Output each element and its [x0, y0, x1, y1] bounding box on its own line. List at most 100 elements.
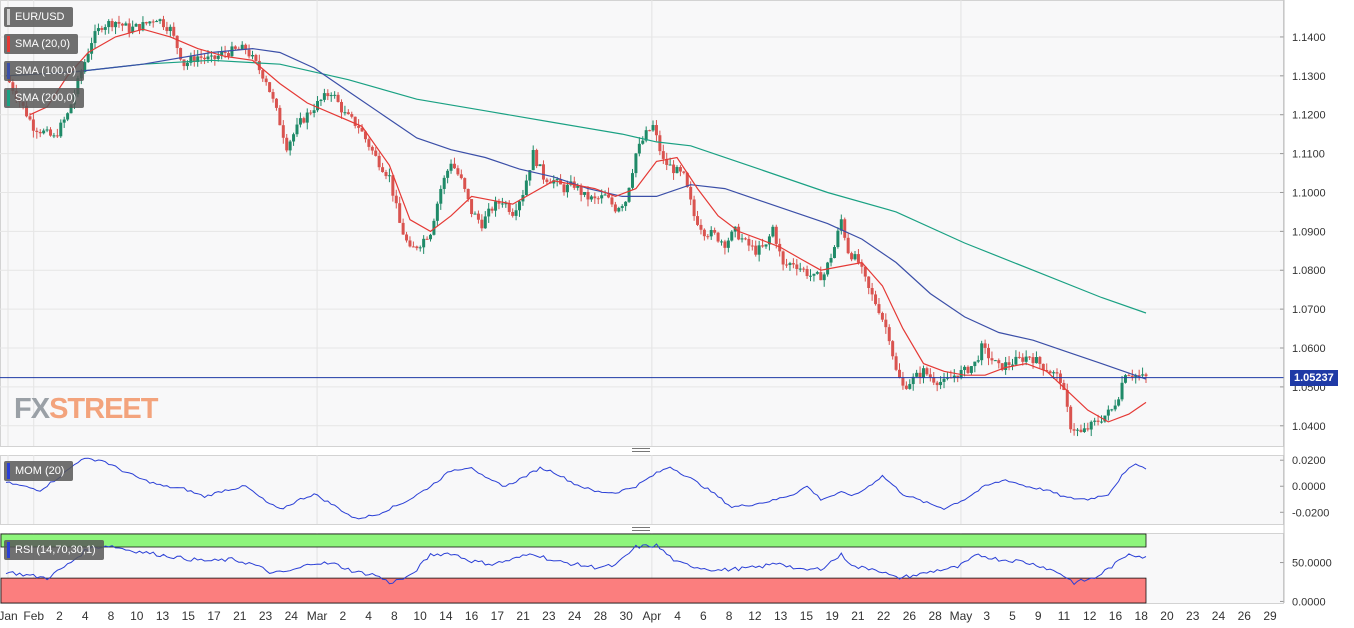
x-tick-label: 23 — [1186, 609, 1200, 623]
candle-body — [805, 269, 809, 277]
x-tick-label: 17 — [491, 609, 505, 623]
candle-body — [661, 151, 665, 159]
candle-body — [589, 196, 593, 200]
candle-body — [59, 122, 63, 137]
candle-body — [973, 361, 977, 367]
candle-body — [387, 175, 391, 177]
candle-body — [298, 118, 302, 125]
candle-body — [1021, 357, 1025, 362]
candle-body — [31, 119, 35, 131]
candle-body — [42, 130, 46, 134]
candle-body — [637, 143, 641, 154]
candle-body — [1017, 356, 1021, 358]
candle-body — [391, 175, 395, 196]
rsi-label[interactable]: RSI (14,70,30,1) — [4, 540, 104, 560]
candle-body — [93, 31, 97, 44]
candle-body — [223, 52, 227, 54]
x-tick-label: 28 — [929, 609, 943, 623]
symbol-label[interactable]: EUR/USD — [4, 7, 73, 27]
candle-body — [709, 230, 713, 237]
candle-body — [675, 167, 679, 174]
candle-body — [326, 93, 330, 97]
candle-body — [788, 263, 792, 266]
candle-body — [1041, 363, 1045, 370]
candle-body — [449, 163, 453, 171]
candle-body — [1110, 409, 1114, 411]
candle-body — [1010, 364, 1014, 366]
candle-body — [435, 203, 439, 221]
candle-body — [28, 116, 32, 120]
candle-body — [151, 21, 155, 23]
candle-body — [363, 131, 367, 140]
sma100-label[interactable]: SMA (100,0) — [4, 61, 85, 81]
candle-body — [685, 172, 689, 187]
candle-body — [473, 213, 477, 215]
candle-body — [658, 135, 662, 152]
candle-body — [1086, 428, 1090, 430]
candle-body — [764, 244, 768, 247]
candle-body — [1079, 429, 1083, 432]
candle-body — [319, 99, 323, 101]
candle-body — [863, 266, 867, 277]
mom-label[interactable]: MOM (20) — [4, 461, 73, 481]
candle-body — [785, 264, 789, 266]
candle-body — [25, 105, 29, 117]
mom-axis-label: -0.0200 — [1292, 507, 1329, 519]
candle-body — [630, 173, 634, 188]
candle-body — [706, 236, 710, 238]
candle-body — [942, 378, 946, 382]
candle-body — [1031, 357, 1035, 364]
sma200-label[interactable]: SMA (200,0) — [4, 88, 85, 108]
candle-body — [898, 369, 902, 378]
candle-body — [100, 28, 104, 30]
x-tick-label: 8 — [108, 609, 115, 623]
candle-body — [466, 188, 470, 200]
candle-body — [271, 92, 275, 99]
candle-body — [76, 78, 80, 95]
candle-body — [627, 187, 631, 202]
x-tick-label: 4 — [365, 609, 372, 623]
x-tick-label: 21 — [516, 609, 530, 623]
candle-body — [750, 245, 754, 247]
candle-body — [836, 230, 840, 248]
candle-body — [216, 55, 220, 59]
x-tick-label: 15 — [800, 609, 814, 623]
candle-body — [11, 82, 15, 91]
candle-body — [172, 26, 176, 36]
candle-body — [1082, 428, 1086, 432]
candle-body — [357, 125, 361, 128]
candle-body — [45, 129, 49, 131]
candle-body — [456, 168, 460, 175]
candle-body — [839, 219, 843, 231]
candle-body — [131, 26, 135, 33]
candle-body — [38, 132, 42, 134]
candle-body — [692, 199, 696, 217]
candle-body — [812, 273, 816, 276]
candle-body — [908, 384, 912, 389]
candle-body — [976, 360, 980, 362]
price-panel — [0, 0, 1284, 447]
candle-body — [607, 194, 611, 198]
candle-body — [442, 177, 446, 189]
candle-body — [699, 224, 703, 230]
candle-body — [1065, 389, 1069, 407]
rsi-line — [5, 543, 1147, 586]
candle-body — [62, 119, 66, 123]
candle-body — [185, 62, 189, 67]
candle-body — [367, 139, 371, 147]
mom-axis-label: 0.0000 — [1292, 481, 1326, 493]
sma20-label[interactable]: SMA (20,0) — [4, 34, 79, 54]
candle-body — [144, 22, 148, 24]
candle-body — [476, 213, 480, 220]
candle-body — [401, 222, 405, 235]
candle-body — [1113, 405, 1117, 410]
candle-body — [250, 55, 254, 57]
x-tick-label: 3 — [983, 609, 990, 623]
candle-body — [155, 21, 159, 23]
x-tick-label: 5 — [1009, 609, 1016, 623]
candle-body — [644, 130, 648, 141]
x-tick-label: 8 — [726, 609, 733, 623]
last-price-tag: 1.05237 — [1290, 370, 1338, 386]
candle-body — [350, 114, 354, 117]
candle-body — [713, 230, 717, 233]
